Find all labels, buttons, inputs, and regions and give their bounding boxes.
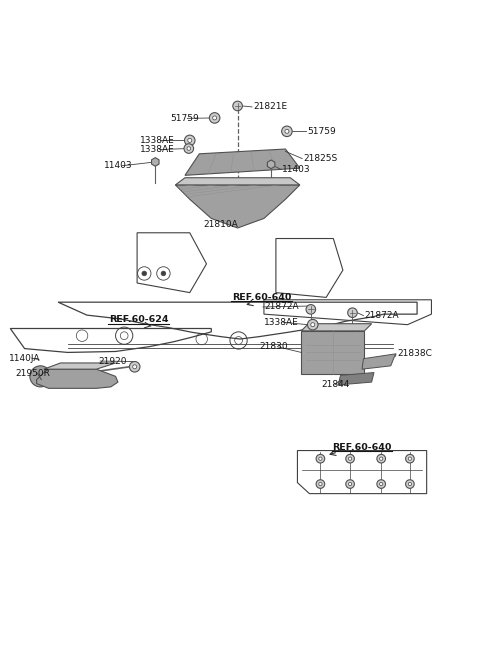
Polygon shape xyxy=(338,373,374,385)
Text: REF.60-624: REF.60-624 xyxy=(109,315,168,325)
Circle shape xyxy=(233,101,242,111)
Text: REF.60-640: REF.60-640 xyxy=(232,293,291,302)
Text: 1140JA: 1140JA xyxy=(9,353,41,363)
Circle shape xyxy=(213,116,216,120)
Text: 21821E: 21821E xyxy=(253,102,287,112)
Circle shape xyxy=(406,480,414,488)
Circle shape xyxy=(319,457,322,461)
Circle shape xyxy=(30,366,51,387)
Polygon shape xyxy=(175,178,300,185)
Text: 21872A: 21872A xyxy=(364,311,399,320)
Circle shape xyxy=(184,144,193,153)
Text: 1338AE: 1338AE xyxy=(140,145,174,154)
Circle shape xyxy=(348,457,352,461)
Polygon shape xyxy=(301,331,364,374)
Circle shape xyxy=(188,139,192,143)
Circle shape xyxy=(209,112,220,123)
Circle shape xyxy=(380,457,383,461)
Text: 1338AE: 1338AE xyxy=(264,318,299,327)
Polygon shape xyxy=(185,149,300,175)
Circle shape xyxy=(408,457,411,461)
Text: 51759: 51759 xyxy=(170,114,199,123)
Text: 11403: 11403 xyxy=(282,165,311,174)
Text: 21872A: 21872A xyxy=(264,302,299,311)
Circle shape xyxy=(346,480,354,488)
Text: 21825S: 21825S xyxy=(303,154,337,163)
Circle shape xyxy=(348,308,357,317)
Circle shape xyxy=(184,135,195,146)
Circle shape xyxy=(316,480,324,488)
Polygon shape xyxy=(267,160,275,169)
Polygon shape xyxy=(44,363,116,369)
Circle shape xyxy=(316,455,324,463)
Circle shape xyxy=(346,455,354,463)
Circle shape xyxy=(408,482,411,486)
Polygon shape xyxy=(175,185,300,228)
Circle shape xyxy=(377,480,385,488)
Polygon shape xyxy=(152,158,159,166)
Circle shape xyxy=(132,365,137,369)
Text: 21830: 21830 xyxy=(259,342,288,351)
Text: 21950R: 21950R xyxy=(15,369,50,378)
Circle shape xyxy=(142,271,147,276)
Circle shape xyxy=(187,147,191,150)
Text: 21844: 21844 xyxy=(322,380,350,390)
Text: 21810A: 21810A xyxy=(204,219,238,229)
Text: 21838C: 21838C xyxy=(397,350,432,358)
Circle shape xyxy=(319,482,322,486)
Polygon shape xyxy=(36,369,118,388)
Circle shape xyxy=(311,323,315,327)
Circle shape xyxy=(282,126,292,137)
Circle shape xyxy=(308,319,318,330)
Circle shape xyxy=(348,482,352,486)
Text: 11403: 11403 xyxy=(104,161,132,170)
Circle shape xyxy=(161,271,166,276)
Polygon shape xyxy=(301,324,372,331)
Circle shape xyxy=(306,305,316,314)
Text: 1338AE: 1338AE xyxy=(140,136,174,145)
Circle shape xyxy=(377,455,385,463)
Text: 51759: 51759 xyxy=(307,127,336,136)
Circle shape xyxy=(406,455,414,463)
Circle shape xyxy=(130,361,140,372)
Polygon shape xyxy=(362,354,396,369)
Circle shape xyxy=(380,482,383,486)
Circle shape xyxy=(285,129,289,133)
Text: 21920: 21920 xyxy=(99,357,127,365)
Text: REF.60-640: REF.60-640 xyxy=(332,443,392,452)
